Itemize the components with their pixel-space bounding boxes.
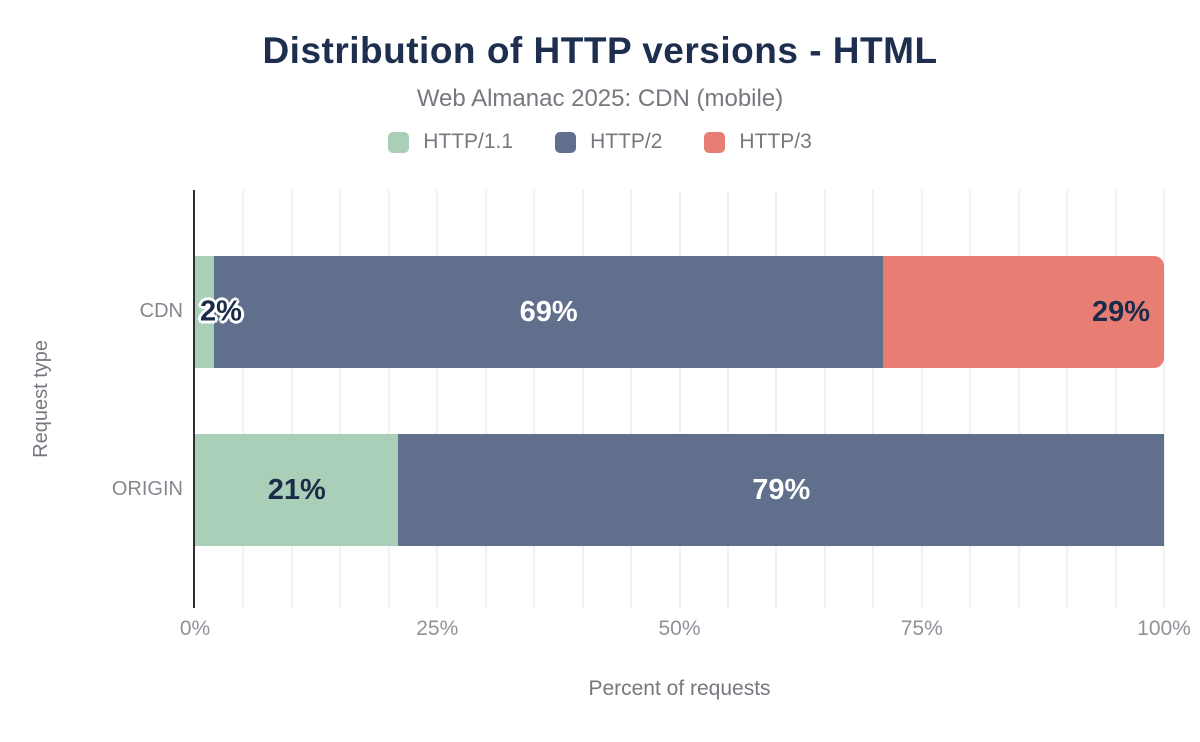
bar-segment-origin-http1.1[interactable]: 21% (195, 434, 399, 546)
bar-value-label: 21% (267, 473, 326, 506)
gridline (484, 190, 487, 608)
x-tick-label: 25% (416, 617, 459, 640)
bar-segment-cdn-http3[interactable]: 29% (882, 256, 1164, 368)
gridline (726, 190, 729, 608)
legend-swatch-icon (704, 131, 726, 153)
x-axis-title: Percent of requests (588, 677, 771, 700)
x-tick-label: 100% (1137, 617, 1191, 640)
y-axis-title: Request type (29, 340, 52, 458)
legend-item-http1.1: HTTP/1.1 (388, 130, 513, 154)
category-label-origin: ORIGIN (111, 478, 183, 500)
bar-segment-cdn-http2[interactable]: 69% (214, 256, 883, 368)
gridline (533, 190, 536, 608)
x-tick-label: 50% (658, 617, 701, 640)
legend-swatch-icon (555, 131, 577, 153)
plot-area: 2% 69% 29% 21% 79% (195, 190, 1165, 608)
chart-subtitle: Web Almanac 2025: CDN (mobile) (416, 85, 784, 112)
x-tick-label: 75% (900, 617, 943, 640)
y-axis-line (193, 190, 195, 608)
legend-label: HTTP/1.1 (423, 130, 514, 153)
bar-segment-cdn-http1.1[interactable]: 2% (195, 256, 242, 368)
gridline (969, 190, 972, 608)
legend-item-http2: HTTP/2 (555, 130, 662, 154)
bar-segment-origin-http2[interactable]: 79% (398, 434, 1164, 546)
gridline (1114, 190, 1117, 608)
gridline (387, 190, 390, 608)
bar-row-cdn: 2% 69% 29% (195, 256, 1164, 368)
legend-label: HTTP/3 (739, 130, 812, 153)
legend-label: HTTP/2 (590, 130, 663, 153)
gridline (775, 190, 778, 608)
category-label-cdn: CDN (139, 300, 183, 322)
bar-row-origin: 21% 79% (195, 434, 1164, 546)
gridline (339, 190, 342, 608)
legend-item-http3: HTTP/3 (704, 130, 812, 154)
bar-value-label: 69% (519, 295, 578, 328)
bar-value-label: 79% (752, 473, 811, 506)
gridline (290, 190, 293, 608)
chart-legend: HTTP/1.1 HTTP/2 HTTP/3 (0, 130, 1200, 154)
bar-value-label: 29% (1091, 295, 1150, 328)
gridline (823, 190, 826, 608)
gridline (920, 190, 923, 608)
gridline (242, 190, 245, 608)
chart-title: Distribution of HTTP versions - HTML (262, 30, 938, 71)
gridline (1017, 190, 1020, 608)
gridline (678, 190, 681, 608)
gridline (436, 190, 439, 608)
gridline (1066, 190, 1069, 608)
gridline (581, 190, 584, 608)
gridline (1163, 190, 1165, 608)
x-tick-label: 0% (179, 617, 211, 640)
gridline (872, 190, 875, 608)
bar-value-label: 2% (200, 295, 242, 328)
legend-swatch-icon (388, 131, 410, 153)
gridline (630, 190, 633, 608)
x-axis-ticks: 0% 25% 50% 75% 100% (180, 617, 1191, 643)
